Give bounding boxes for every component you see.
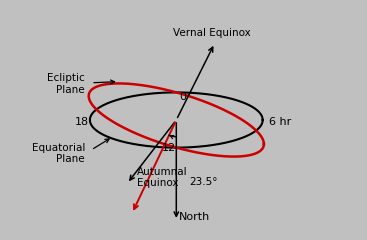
Text: Autumnal
Equinox: Autumnal Equinox [137,167,187,188]
Text: North: North [179,212,210,222]
Text: 6 hr: 6 hr [269,117,291,127]
Text: 0: 0 [179,92,186,102]
Text: Equatorial
Plane: Equatorial Plane [32,143,85,164]
Text: 12: 12 [161,143,176,153]
Text: Ecliptic
Plane: Ecliptic Plane [47,73,85,95]
Text: Vernal Equinox: Vernal Equinox [174,28,251,38]
Text: 23.5°: 23.5° [189,177,218,187]
Text: 18: 18 [75,117,88,127]
